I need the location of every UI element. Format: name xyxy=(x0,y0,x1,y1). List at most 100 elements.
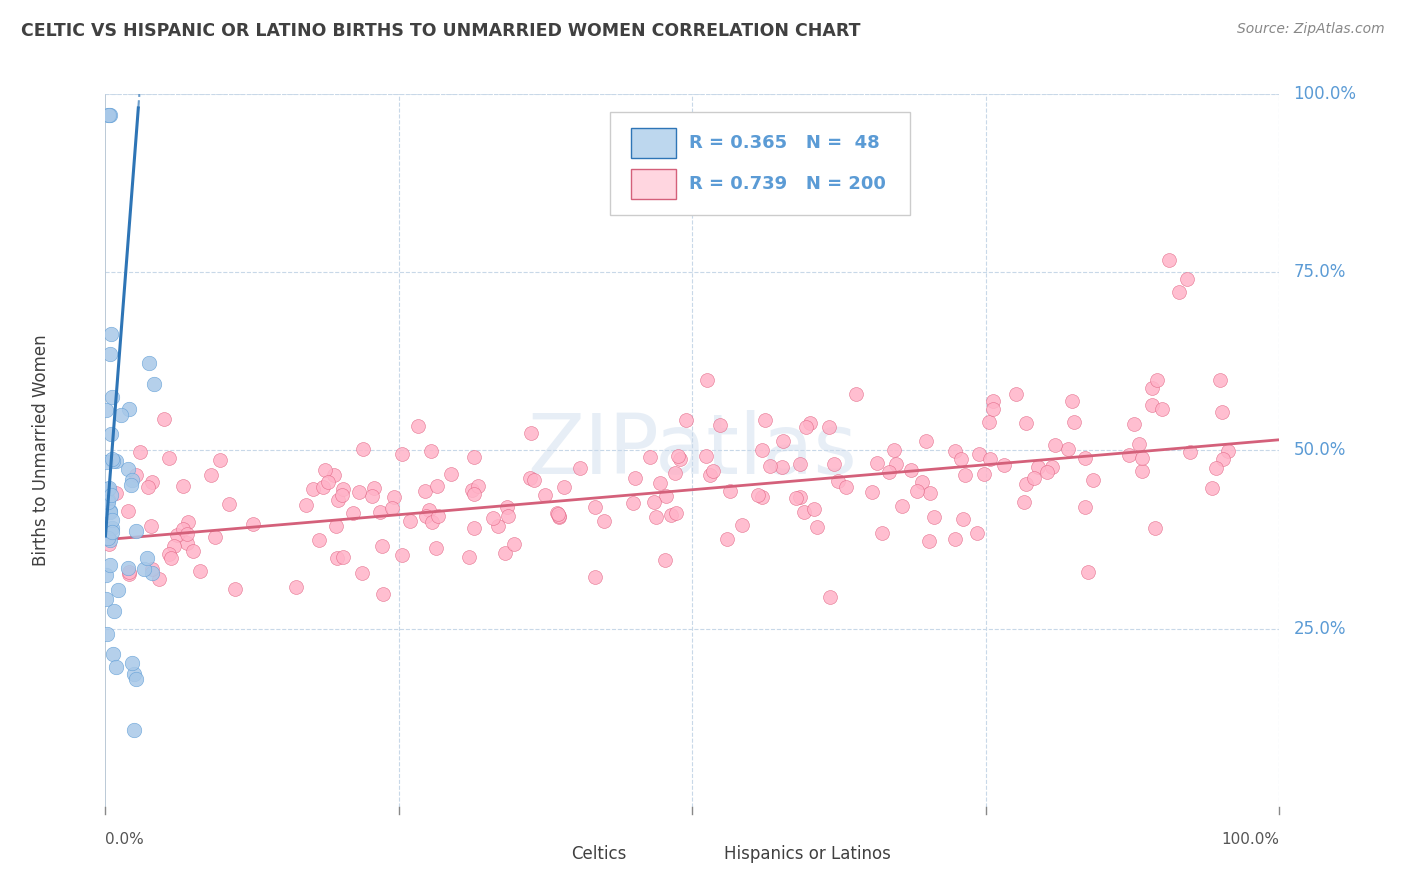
Point xyxy=(242,516,264,531)
Point xyxy=(520,425,543,440)
Point xyxy=(486,518,509,533)
Point xyxy=(943,532,966,546)
Point xyxy=(97,481,120,495)
Point xyxy=(548,509,571,524)
Point xyxy=(1074,450,1097,465)
Point xyxy=(177,515,200,529)
Point xyxy=(1159,252,1181,267)
Point xyxy=(94,403,117,417)
Point xyxy=(121,656,143,670)
Point xyxy=(419,443,441,458)
Point xyxy=(425,541,447,555)
Point xyxy=(100,488,122,502)
Point xyxy=(129,445,152,459)
Point xyxy=(457,550,479,565)
Point xyxy=(877,465,900,479)
Point xyxy=(104,485,127,500)
Point xyxy=(467,479,489,493)
Point xyxy=(498,508,520,523)
Point xyxy=(827,474,849,488)
Point xyxy=(330,488,353,502)
Point xyxy=(125,524,148,538)
Point xyxy=(1178,444,1201,458)
Point xyxy=(1128,437,1150,451)
Point xyxy=(645,510,668,524)
Point xyxy=(141,562,163,576)
Point xyxy=(1026,460,1049,475)
Point xyxy=(463,521,485,535)
Point xyxy=(751,443,773,458)
Point xyxy=(163,539,186,553)
Point xyxy=(794,420,817,434)
Point xyxy=(1040,459,1063,474)
Point xyxy=(382,490,405,504)
Point xyxy=(97,108,120,122)
Point xyxy=(920,485,942,500)
Point xyxy=(148,572,170,586)
Point xyxy=(1175,272,1198,286)
Point xyxy=(347,484,370,499)
Point xyxy=(188,564,211,578)
Point xyxy=(977,415,1000,429)
Text: 100.0%: 100.0% xyxy=(1294,85,1357,103)
Text: CELTIC VS HISPANIC OR LATINO BIRTHS TO UNMARRIED WOMEN CORRELATION CHART: CELTIC VS HISPANIC OR LATINO BIRTHS TO U… xyxy=(21,22,860,40)
Point xyxy=(950,451,973,466)
Point xyxy=(547,507,569,521)
Point xyxy=(328,492,350,507)
Point xyxy=(100,427,122,442)
Point xyxy=(101,521,124,535)
Point xyxy=(911,475,934,489)
Point xyxy=(675,413,697,427)
Bar xyxy=(693,845,718,863)
Point xyxy=(172,479,194,493)
Point xyxy=(312,480,335,494)
Point xyxy=(138,356,160,370)
Point xyxy=(922,510,945,524)
Point xyxy=(1130,464,1153,478)
Point xyxy=(1036,466,1059,480)
Point xyxy=(98,558,121,572)
Point xyxy=(583,570,606,584)
Point xyxy=(1216,444,1239,458)
Point xyxy=(533,488,555,502)
Point xyxy=(181,544,204,558)
Point xyxy=(818,420,841,434)
Point xyxy=(834,480,856,494)
FancyBboxPatch shape xyxy=(610,112,910,215)
Point xyxy=(905,484,928,499)
Point xyxy=(654,553,676,567)
Point xyxy=(107,583,129,598)
Point xyxy=(97,482,120,496)
Point xyxy=(943,444,966,458)
Point xyxy=(141,566,163,580)
Point xyxy=(494,546,516,560)
Point xyxy=(117,401,139,416)
Point xyxy=(553,480,575,494)
Point xyxy=(98,503,121,517)
Point xyxy=(110,409,132,423)
Point xyxy=(702,464,724,478)
Point xyxy=(98,347,121,361)
Point xyxy=(695,450,717,464)
Point xyxy=(463,450,485,464)
Point xyxy=(1122,417,1144,432)
Point xyxy=(621,496,644,510)
Point xyxy=(751,490,773,504)
Point xyxy=(332,482,354,496)
Point xyxy=(415,509,437,524)
Text: Hispanics or Latinos: Hispanics or Latinos xyxy=(724,845,891,863)
Point xyxy=(1209,373,1232,387)
Point xyxy=(204,530,226,544)
Point xyxy=(136,480,159,494)
Point xyxy=(716,532,738,546)
Point xyxy=(643,495,665,509)
Point xyxy=(98,108,121,122)
Point xyxy=(104,660,127,674)
Text: Births to Unmarried Women: Births to Unmarried Women xyxy=(32,334,49,566)
Point xyxy=(548,509,571,524)
Point xyxy=(166,527,188,541)
Point xyxy=(94,592,117,607)
Point xyxy=(314,463,336,477)
Point xyxy=(546,506,568,520)
Point xyxy=(1015,477,1038,491)
